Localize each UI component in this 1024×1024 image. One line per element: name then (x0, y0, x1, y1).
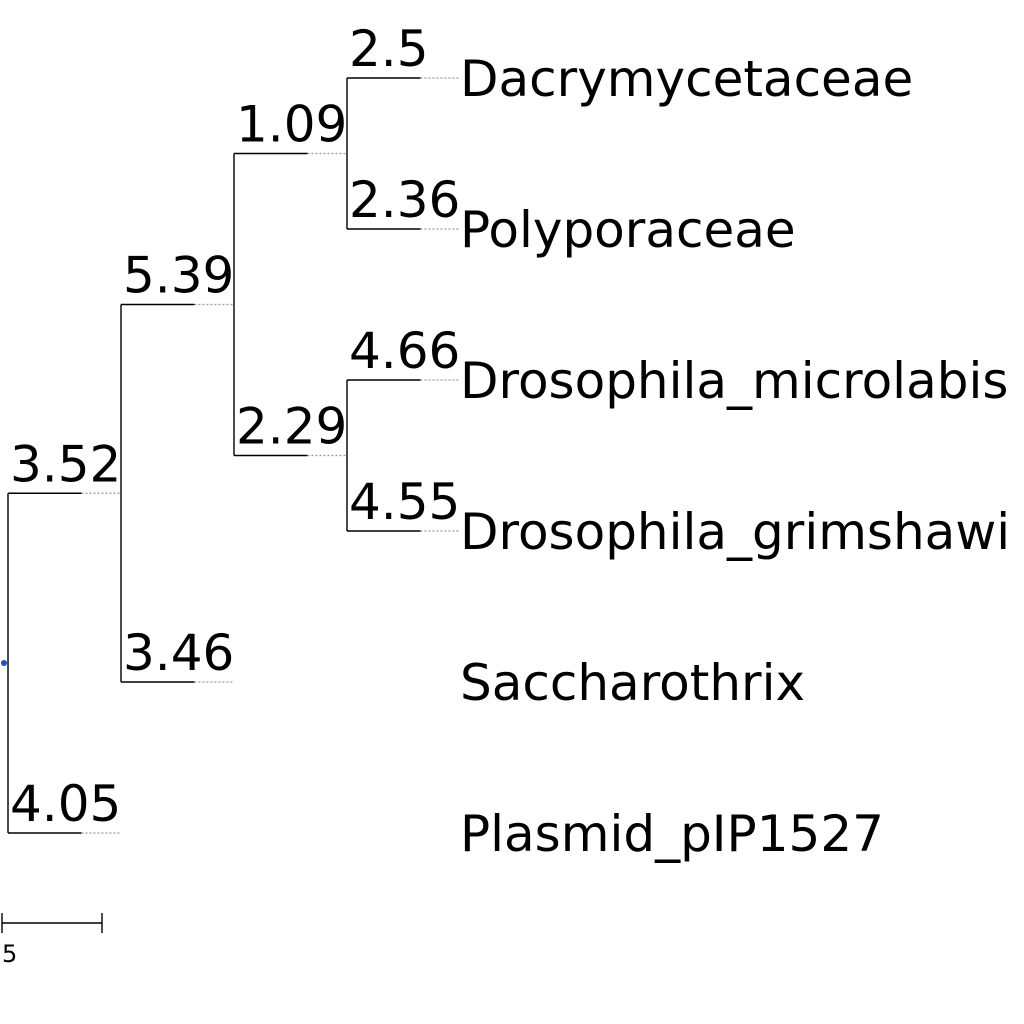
scale-bar: 5 (1, 913, 103, 968)
branch-length-label: 4.55 (349, 473, 460, 531)
leaf-label: Saccharothrix (460, 654, 805, 712)
leaf-label: Polyporaceae (460, 201, 796, 259)
branch-length-label: 2.5 (349, 20, 429, 78)
branch-length-label: 3.52 (10, 435, 121, 493)
branch-length-label: 4.66 (349, 322, 460, 380)
leaf-label: Dacrymycetaceae (460, 50, 913, 108)
root-node-dot (1, 660, 7, 666)
branch-length-label: 2.29 (236, 398, 347, 456)
tree-labels: 3.52 5.39 1.092.5 Dacrymycetaceae 2.36Polypo… (10, 20, 1010, 863)
leaf-label: Drosophila_microlabis (460, 352, 1008, 410)
tree-branches (1, 77, 460, 834)
leaf-label: Drosophila_grimshawi (460, 503, 1010, 561)
branch-length-label: 5.39 (123, 247, 234, 305)
branch-length-label: 3.46 (123, 624, 234, 682)
branch-length-label: 4.05 (10, 775, 121, 833)
branch-length-label: 2.36 (349, 171, 460, 229)
branch-length-label: 1.09 (236, 96, 347, 154)
leaf-label: Plasmid_pIP1527 (460, 805, 884, 863)
scale-bar-label: 5 (2, 940, 17, 968)
